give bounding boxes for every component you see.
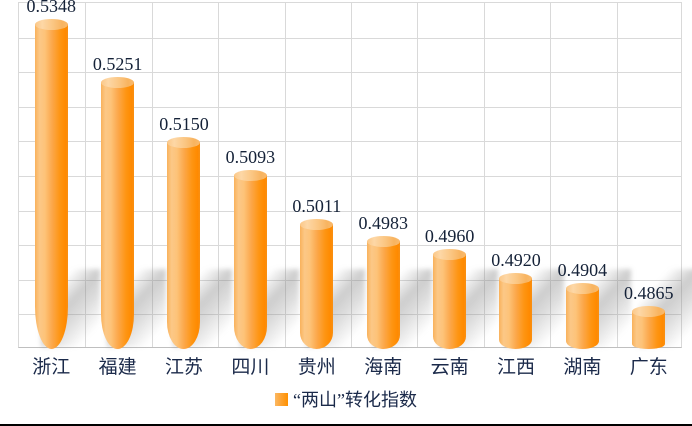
bar-cylinder-body [433,254,467,349]
figure-bottom-rule [0,424,692,426]
bar-cylinder[interactable] [101,77,135,349]
bar-cylinder[interactable] [433,249,467,349]
category-label-5: 贵州 [297,357,336,378]
category-label-7: 云南 [430,357,469,378]
gridline-horizontal [19,38,681,39]
gridline-vertical [285,3,286,347]
bar-cylinder-body [167,142,201,349]
data-labels-layer: 0.5348 0.5251 0.5150 0.5093 0.5011 0.4983 0.49… [18,0,682,347]
legend-entry-label: “两山”转化指数 [293,390,417,410]
bar-cylinder-body [632,311,666,349]
bar-cylinder[interactable] [34,19,68,349]
gridline-horizontal [19,72,681,73]
bar-value-label: 0.5251 [92,54,143,74]
bar-cylinder-top-ellipse [233,170,267,181]
bar-cylinder-top-ellipse [433,249,467,260]
bar-cylinder[interactable] [632,306,666,349]
bar-value-label: 0.4865 [624,283,674,303]
bar-value-label: 0.5348 [26,0,76,16]
chart-legend: “两山”转化指数 [0,386,692,412]
bar-value-label: 0.5093 [225,147,276,167]
bar-cylinder-body [101,82,135,349]
category-label-4: 四川 [231,357,270,378]
gridline-vertical [550,3,551,347]
gridline-vertical [617,3,618,347]
gridline-horizontal [19,176,681,177]
category-label-8: 江西 [496,357,535,378]
bar-cylinder-body [300,224,334,349]
bar-cylinder[interactable] [233,170,267,349]
bar-cylinder-top-ellipse [366,236,400,247]
bar-cylinder-top-ellipse [101,77,135,88]
bar-value-label: 0.5011 [292,196,342,216]
category-label-1: 浙江 [32,357,71,378]
bar-cylinder-top-ellipse [300,219,334,230]
bar-cylinder-top-ellipse [167,137,201,148]
bar-cylinder-top-ellipse [632,306,666,317]
gridline-horizontal [19,314,681,315]
gridline-horizontal [19,211,681,212]
gridline-vertical [417,3,418,347]
legend-swatch-icon [275,392,288,406]
bar-cylinder[interactable] [366,236,400,349]
bar-value-label: 0.4960 [424,226,475,246]
bar-value-label: 0.4904 [557,260,608,280]
bar-cylinder-top-ellipse [565,283,599,294]
gridline-horizontal [19,107,681,108]
bar-cylinder-body [233,175,267,349]
gridline-vertical [152,3,153,347]
category-axis-labels: 浙江 福建 江苏 四川 贵州 海南 云南 江西 湖南 广东 [18,352,682,382]
category-label-10: 广东 [629,357,668,378]
gridline-vertical [218,3,219,347]
bar-cylinder[interactable] [499,273,533,349]
bar-cylinder-body [34,24,68,349]
gridline-vertical [85,3,86,347]
gridline-vertical [484,3,485,347]
category-label-6: 海南 [364,357,403,378]
bar-cylinder-body [565,288,599,349]
gridline-horizontal [19,141,681,142]
category-label-3: 江苏 [164,357,203,378]
bar-cylinder[interactable] [565,283,599,349]
bar-cylinder-top-ellipse [499,273,533,284]
bar-value-label: 0.5150 [159,114,209,134]
gridline-horizontal [19,245,681,246]
bar-cylinder-body [499,278,533,349]
category-label-2: 福建 [98,357,137,378]
bar-cylinder-top-ellipse [34,19,68,30]
bar-value-label: 0.4920 [491,250,541,270]
bar-cylinder[interactable] [300,219,334,349]
bar-value-label: 0.4983 [358,213,408,233]
bar-cylinder-body [366,241,400,349]
gridline-horizontal [19,280,681,281]
gridline-vertical [351,3,352,347]
category-label-9: 湖南 [563,357,602,378]
bar-cylinder[interactable] [167,137,201,349]
